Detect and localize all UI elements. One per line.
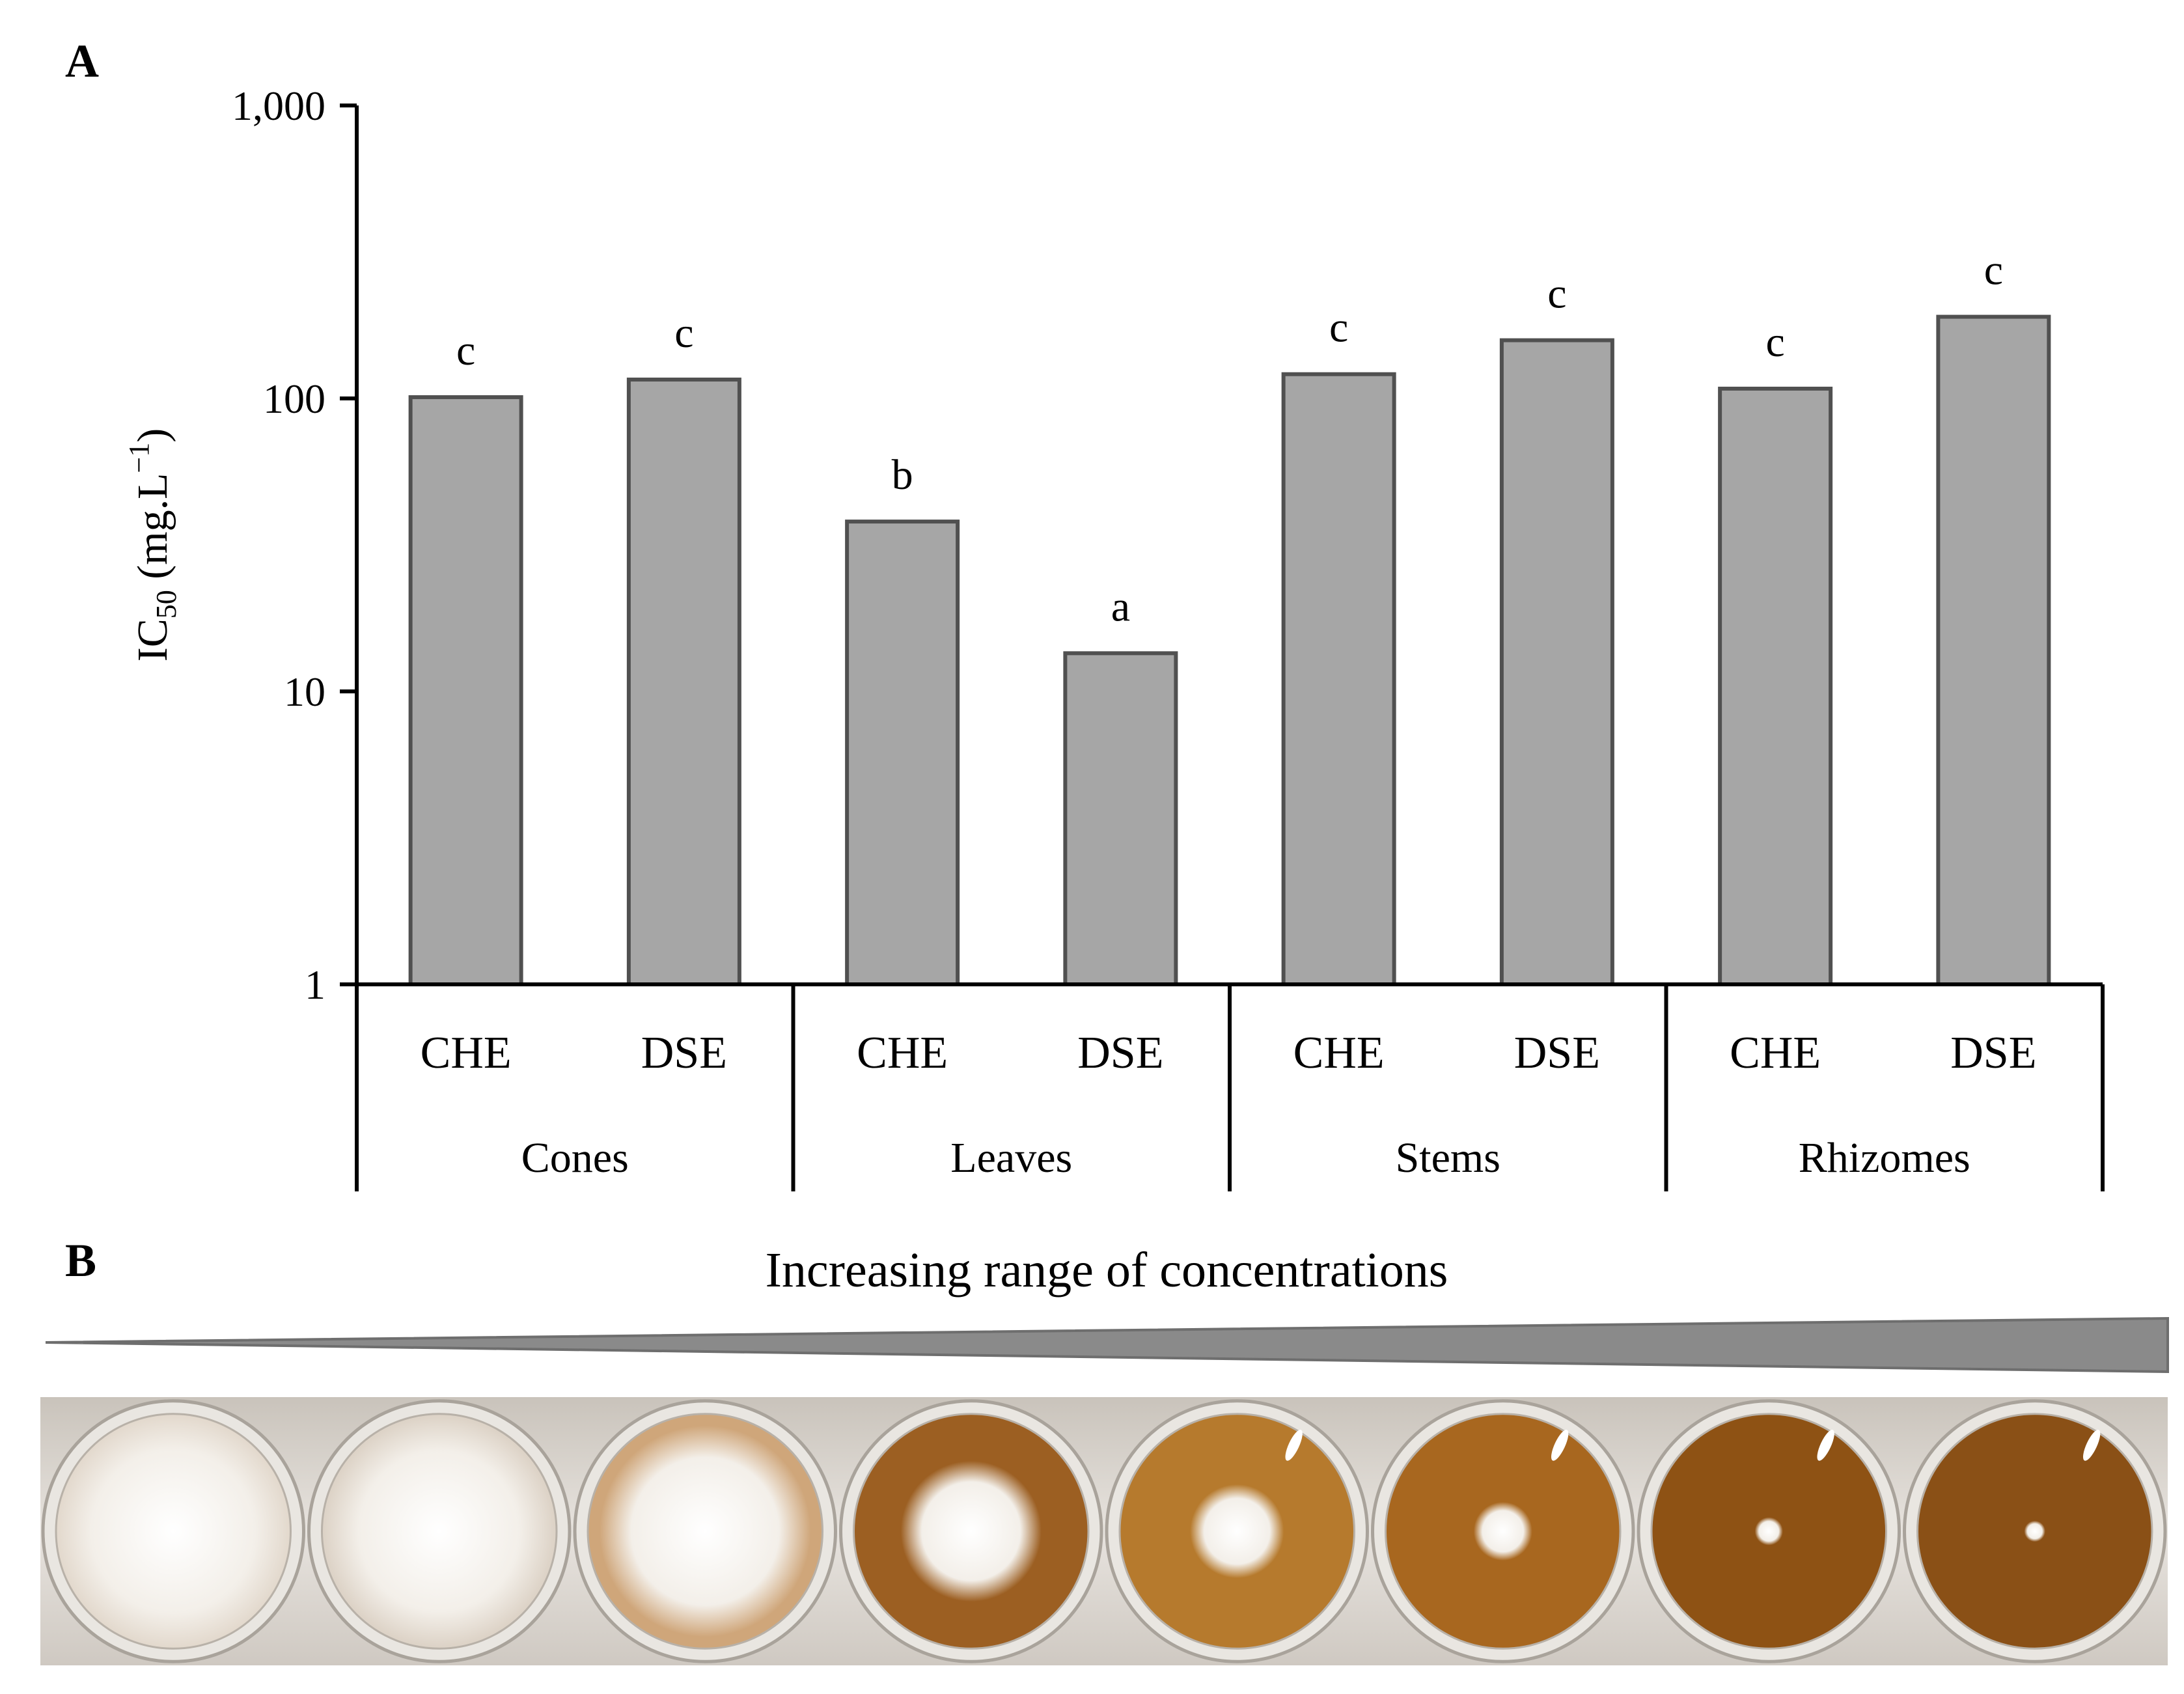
panel-a-label: A — [65, 35, 99, 87]
category-label: DSE — [1077, 1028, 1163, 1078]
y-label-close: ) — [129, 428, 176, 443]
significance-letter: b — [892, 451, 913, 499]
group-label: Leaves — [950, 1134, 1072, 1182]
y-label-sup: −1 — [123, 443, 155, 473]
significance-letter: c — [1765, 318, 1784, 366]
y-axis-label: IC50 (mg.L−1) — [123, 428, 182, 661]
fungal-colony — [1473, 1501, 1532, 1561]
bars — [408, 314, 2051, 986]
category-labels: CHE DSE CHE DSE CHE DSE CHE DSE — [421, 1028, 2037, 1078]
significance-letter: c — [674, 309, 693, 357]
significance-letter: c — [1984, 247, 2003, 294]
fungal-colony — [2024, 1520, 2045, 1542]
significance-letter: c — [1329, 304, 1348, 352]
bar-leaves-che — [845, 520, 960, 986]
y-tick-label: 100 — [263, 376, 325, 422]
bar-leaves-dse — [1063, 651, 1178, 986]
fungal-colony — [56, 1413, 291, 1649]
fungal-colony — [324, 1416, 555, 1646]
significance-letter: a — [1111, 583, 1130, 630]
fungal-colony — [1754, 1517, 1783, 1546]
y-label-main: IC — [129, 618, 176, 661]
bar-cones-che — [408, 395, 523, 986]
category-label: DSE — [1950, 1028, 2036, 1078]
category-label: DSE — [641, 1028, 727, 1078]
group-label: Cones — [521, 1134, 629, 1182]
light-reflection — [2082, 1430, 2101, 1461]
plate-photo — [40, 1397, 2168, 1665]
fungal-colony — [600, 1425, 811, 1637]
y-label-rest: (mg.L — [129, 473, 176, 590]
significance-letters: c c b a c c c c — [456, 247, 2003, 631]
panel-b-title: Increasing range of concentrations — [766, 1243, 1448, 1298]
light-reflection — [1817, 1430, 1834, 1461]
light-reflection — [1285, 1430, 1303, 1461]
group-label: Rhizomes — [1799, 1134, 1970, 1182]
fungal-colony — [900, 1460, 1042, 1602]
y-label-sub: 50 — [150, 590, 182, 618]
category-label: DSE — [1514, 1028, 1600, 1078]
y-tick-label: 10 — [284, 669, 325, 715]
significance-letter: c — [456, 327, 475, 374]
concentration-gradient-wedge — [45, 1316, 2169, 1374]
group-labels: Cones Leaves Stems Rhizomes — [521, 1134, 1970, 1182]
x-axis-table — [355, 982, 2105, 1191]
bar-rhizomes-che — [1718, 386, 1833, 986]
bar-stems-dse — [1499, 338, 1614, 986]
category-label: CHE — [857, 1028, 948, 1078]
light-reflection — [1551, 1430, 1569, 1461]
bar-cones-dse — [626, 377, 741, 986]
fungal-colony — [1190, 1484, 1284, 1579]
y-tick-label: 1 — [305, 962, 325, 1008]
y-tick-label: 1,000 — [232, 83, 325, 129]
y-ticks: 1 10 100 1,000 — [232, 83, 357, 1008]
group-label: Stems — [1396, 1134, 1500, 1182]
panel-b-label: B — [65, 1234, 96, 1286]
category-label: CHE — [1730, 1028, 1821, 1078]
category-label: CHE — [1293, 1028, 1385, 1078]
significance-letter: c — [1547, 270, 1566, 318]
bar-rhizomes-dse — [1936, 314, 2051, 986]
bar-stems-che — [1281, 372, 1396, 986]
category-label: CHE — [421, 1028, 512, 1078]
